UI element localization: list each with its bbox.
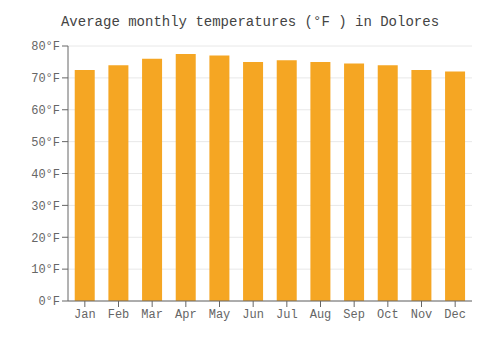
svg-text:Feb: Feb — [108, 308, 130, 322]
svg-text:Mar: Mar — [141, 308, 163, 322]
svg-text:20°F: 20°F — [31, 232, 60, 246]
svg-text:0°F: 0°F — [38, 295, 60, 309]
svg-text:10°F: 10°F — [31, 263, 60, 277]
svg-text:Jul: Jul — [276, 308, 298, 322]
svg-text:Jun: Jun — [242, 308, 264, 322]
svg-text:Jan: Jan — [74, 308, 96, 322]
svg-text:Oct: Oct — [377, 308, 399, 322]
svg-text:May: May — [209, 308, 231, 322]
svg-text:Aug: Aug — [310, 308, 332, 322]
svg-text:Apr: Apr — [175, 308, 197, 322]
svg-text:Sep: Sep — [343, 308, 365, 322]
svg-text:Nov: Nov — [411, 308, 433, 322]
svg-text:80°F: 80°F — [31, 40, 60, 54]
html-text:Average monthly temperatures (: Average monthly temperatures (°F ) in Do… — [61, 14, 439, 30]
svg-text:60°F: 60°F — [31, 104, 60, 118]
svg-text:Dec: Dec — [444, 308, 466, 322]
svg-text:40°F: 40°F — [31, 168, 60, 182]
svg-text:50°F: 50°F — [31, 136, 60, 150]
svg-text:70°F: 70°F — [31, 72, 60, 86]
svg-text:30°F: 30°F — [31, 200, 60, 214]
